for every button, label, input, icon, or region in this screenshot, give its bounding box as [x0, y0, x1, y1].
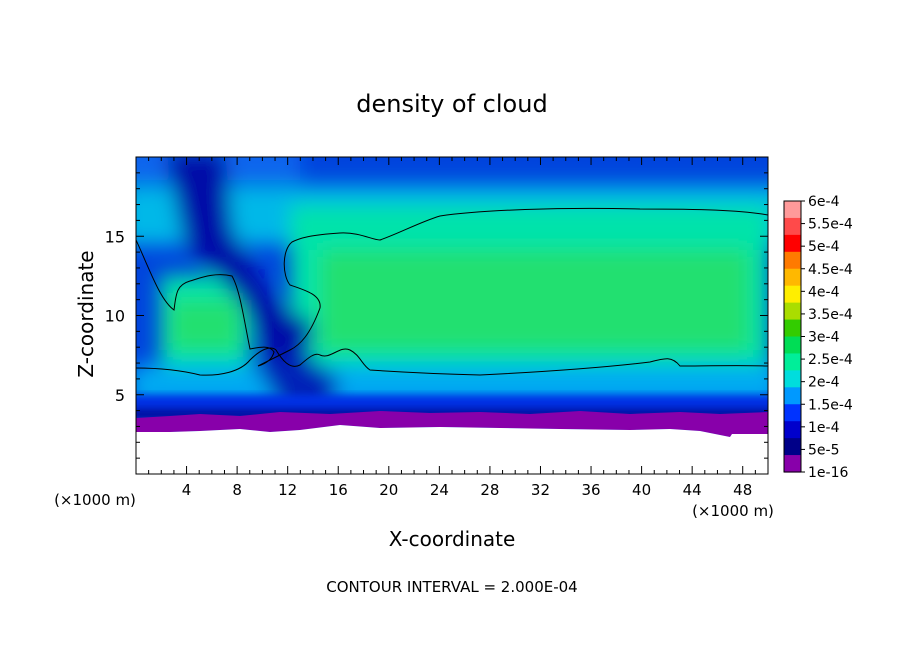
colorbar-swatch — [784, 201, 801, 219]
chart-title: density of cloud — [356, 90, 547, 118]
y-unit-label: (×1000 m) — [54, 491, 136, 509]
colorbar-label: 2.5e-4 — [808, 352, 853, 368]
y-tick-label: 5 — [115, 386, 125, 405]
colorbar-swatch — [784, 421, 801, 439]
field-blurred — [136, 157, 768, 410]
x-axis-label: X-coordinate — [389, 527, 516, 551]
colorbar-swatch — [784, 251, 801, 270]
x-tick-label: 36 — [581, 481, 600, 499]
colorbar: 6e-4 5.5e-4 5e-4 4.5e-4 4e-4 3.5e-4 3e-4 2.5e-4… — [783, 194, 853, 481]
colorbar-swatch — [784, 234, 801, 253]
colorbar-swatch — [784, 370, 801, 388]
colorbar-swatch — [784, 353, 801, 371]
x-tick-label: 32 — [531, 481, 550, 499]
colorbar-swatch — [784, 438, 801, 456]
contour-lower — [136, 347, 768, 376]
y-ticks: 5 10 15 — [105, 172, 768, 459]
x-tick-label: 40 — [632, 481, 651, 499]
colorbar-swatch — [784, 217, 801, 236]
x-tick-label: 24 — [430, 481, 449, 499]
colorbar-label: 6e-4 — [808, 194, 840, 210]
colorbar-swatch — [784, 387, 801, 405]
colorbar-label: 4.5e-4 — [808, 262, 853, 278]
colorbar-label: 2e-4 — [808, 375, 840, 391]
colorbar-label: 5.5e-4 — [808, 217, 853, 233]
y-tick-label: 10 — [105, 307, 125, 326]
x-tick-label: 20 — [379, 481, 398, 499]
colorbar-swatch — [784, 404, 801, 422]
colorbar-swatch — [784, 268, 801, 287]
y-tick-label: 15 — [105, 227, 125, 246]
x-tick-label: 16 — [329, 481, 348, 499]
colorbar-swatch — [784, 302, 801, 321]
colorbar-label: 5e-4 — [808, 239, 840, 255]
x-tick-label: 48 — [733, 481, 752, 499]
colorbar-swatch — [784, 336, 801, 355]
field-dark-column — [166, 157, 315, 370]
colorbar-label: 3e-4 — [808, 330, 840, 346]
colorbar-label: 5e-5 — [808, 442, 839, 458]
x-ticks: 4 8 12 16 20 24 28 32 36 40 44 48 — [148, 157, 756, 499]
field-bottom-purple — [136, 411, 768, 437]
field-core-inner — [320, 250, 750, 350]
x-unit-label: (×1000 m) — [692, 502, 774, 520]
colorbar-label: 1e-16 — [808, 465, 848, 481]
x-tick-label: 28 — [480, 481, 499, 499]
field-left-inner — [170, 300, 240, 350]
y-axis-label: Z-coordinate — [74, 250, 98, 377]
contour-upper — [136, 207, 768, 367]
colorbar-label: 1.5e-4 — [808, 397, 853, 413]
field-ground — [136, 425, 768, 474]
contour-interval-footer: CONTOUR INTERVAL = 2.000E-04 — [326, 578, 577, 596]
colorbar-swatch — [784, 285, 801, 304]
colorbar-label: 1e-4 — [808, 420, 840, 436]
colorbar-label: 4e-4 — [808, 284, 840, 300]
density-field — [136, 157, 768, 474]
colorbar-swatch — [784, 455, 801, 473]
x-tick-label: 4 — [182, 481, 192, 499]
x-tick-label: 8 — [232, 481, 242, 499]
colorbar-swatch — [784, 319, 801, 338]
x-tick-label: 44 — [683, 481, 702, 499]
colorbar-label: 3.5e-4 — [808, 307, 853, 323]
x-tick-label: 12 — [278, 481, 297, 499]
